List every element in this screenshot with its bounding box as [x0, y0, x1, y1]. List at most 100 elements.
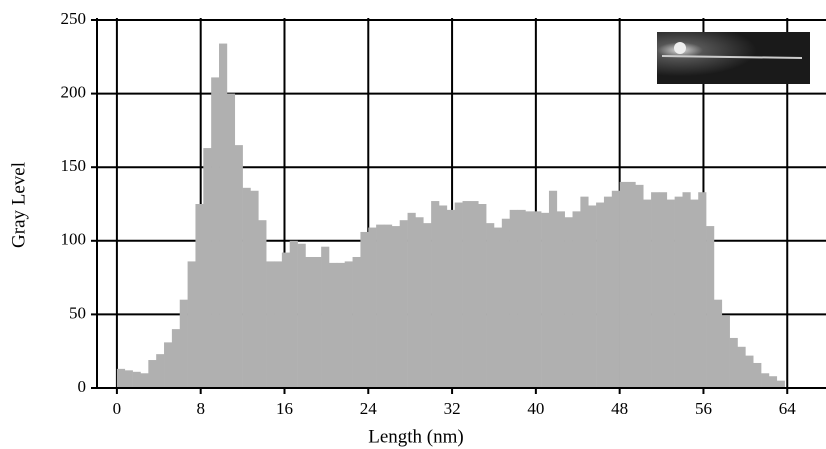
bar	[116, 368, 126, 388]
bar	[383, 224, 393, 388]
bar	[690, 199, 699, 388]
bar	[266, 261, 275, 388]
bar	[281, 252, 291, 388]
bar	[360, 231, 369, 388]
bar	[148, 360, 157, 388]
bar	[745, 355, 754, 388]
x-tick-label: 48	[611, 399, 628, 418]
bar	[651, 192, 660, 388]
bar	[541, 212, 550, 388]
bar	[140, 373, 149, 388]
bar	[297, 243, 306, 388]
bar	[674, 196, 683, 388]
bar	[658, 192, 668, 388]
bar	[698, 192, 707, 388]
bar	[493, 227, 503, 388]
inset-image-line	[661, 55, 803, 59]
bar	[179, 299, 188, 388]
bar	[596, 202, 605, 388]
bar	[753, 362, 762, 388]
x-tick-label: 40	[527, 399, 544, 418]
bar	[501, 218, 510, 388]
x-tick-label: 24	[360, 399, 378, 418]
bar	[132, 371, 141, 388]
bar	[195, 204, 204, 388]
bar	[329, 262, 338, 388]
bar	[454, 202, 463, 388]
inset-image-spot	[674, 42, 686, 54]
bar	[470, 201, 479, 388]
bar	[548, 190, 558, 388]
bar	[666, 199, 675, 388]
bar	[171, 329, 181, 388]
bar	[486, 223, 495, 388]
bar	[438, 205, 448, 388]
y-tick-label: 250	[61, 9, 87, 28]
bar	[399, 220, 408, 388]
bar	[729, 337, 738, 388]
bar	[391, 226, 401, 388]
bar	[344, 261, 353, 388]
y-axis-title: Gray Level	[8, 162, 29, 248]
bar	[580, 196, 589, 388]
bar	[313, 256, 322, 388]
bar	[564, 217, 573, 388]
x-tick-label: 0	[113, 399, 122, 418]
x-tick-label: 8	[196, 399, 205, 418]
bar	[187, 261, 196, 388]
x-tick-label: 32	[444, 399, 461, 418]
bar	[611, 190, 620, 388]
bar	[289, 240, 298, 388]
bar	[446, 209, 455, 388]
bar	[761, 373, 770, 388]
bar	[682, 192, 691, 388]
bar	[721, 315, 730, 388]
bar	[415, 217, 424, 388]
bar	[156, 354, 165, 388]
bar	[219, 43, 228, 388]
bar	[274, 261, 283, 388]
bar	[376, 224, 385, 388]
bar	[431, 201, 440, 388]
bar	[407, 212, 416, 388]
bar	[250, 190, 259, 388]
bar	[423, 223, 432, 388]
bar	[462, 201, 471, 388]
bar	[768, 376, 778, 388]
bar	[321, 246, 330, 388]
bar	[588, 205, 597, 388]
bar	[211, 77, 220, 389]
x-tick-label: 16	[276, 399, 293, 418]
bar	[234, 145, 243, 388]
bar	[336, 262, 346, 388]
y-tick-label: 0	[78, 377, 87, 396]
x-axis-title: Length (nm)	[368, 426, 464, 447]
bar	[706, 226, 715, 388]
bar	[603, 196, 613, 388]
bar	[635, 184, 644, 388]
bar	[352, 256, 361, 388]
bar	[242, 187, 251, 388]
bar	[368, 227, 377, 388]
bar	[533, 211, 542, 388]
bar	[258, 220, 267, 388]
bar	[627, 181, 636, 388]
y-tick-label: 200	[61, 83, 87, 102]
y-tick-label: 150	[61, 156, 87, 175]
bar	[517, 209, 526, 388]
bar	[619, 181, 628, 388]
bar	[509, 209, 518, 388]
y-tick-label: 100	[61, 230, 87, 249]
bar	[124, 370, 133, 388]
bar	[226, 93, 236, 388]
bar	[305, 256, 314, 388]
bar	[572, 211, 581, 388]
bar	[164, 342, 173, 388]
y-tick-label: 50	[69, 303, 86, 322]
x-tick-label: 56	[695, 399, 712, 418]
bar	[556, 211, 565, 388]
bar	[643, 199, 652, 388]
bar	[478, 204, 487, 388]
bar	[776, 380, 785, 388]
